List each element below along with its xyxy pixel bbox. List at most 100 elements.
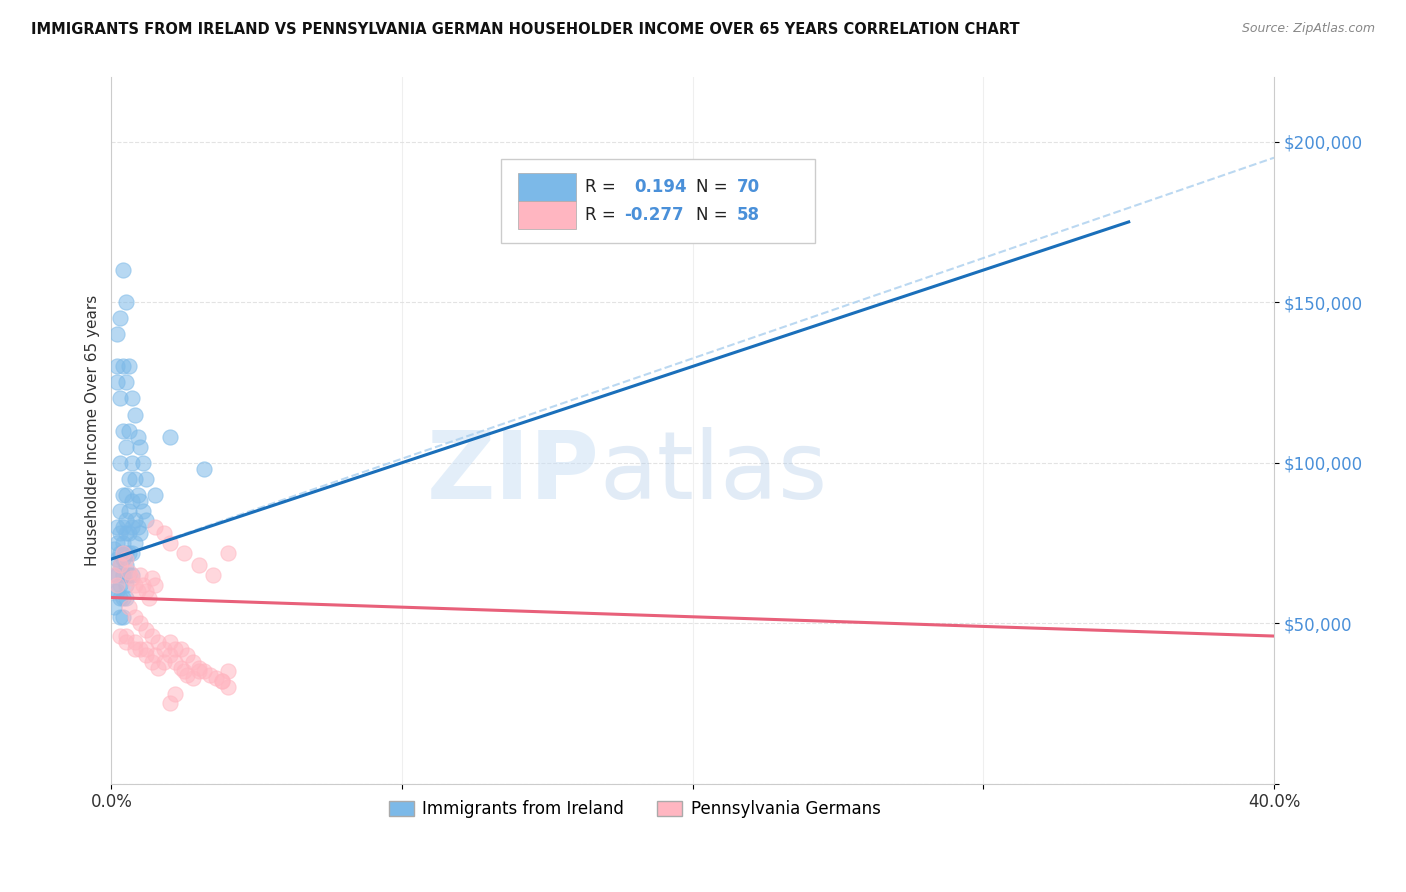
Point <box>129 494 152 508</box>
Point <box>112 488 135 502</box>
Point <box>143 577 166 591</box>
Point <box>121 568 143 582</box>
Point <box>115 545 138 559</box>
Point <box>129 526 152 541</box>
Point <box>165 687 187 701</box>
Point <box>143 520 166 534</box>
Y-axis label: Householder Income Over 65 years: Householder Income Over 65 years <box>86 295 100 566</box>
Point <box>181 671 204 685</box>
Text: Source: ZipAtlas.com: Source: ZipAtlas.com <box>1241 22 1375 36</box>
Point <box>170 641 193 656</box>
Point <box>121 520 143 534</box>
Point <box>132 577 155 591</box>
Point <box>121 456 143 470</box>
Point <box>115 295 138 310</box>
Point <box>159 648 181 663</box>
Point <box>105 536 128 550</box>
Point <box>193 462 215 476</box>
Point <box>135 513 157 527</box>
Point <box>108 629 131 643</box>
Point <box>115 577 138 591</box>
Point <box>105 359 128 374</box>
Text: R =: R = <box>585 206 620 224</box>
Point <box>202 568 225 582</box>
Point <box>124 635 146 649</box>
Text: atlas: atlas <box>600 427 828 519</box>
Point <box>105 584 128 599</box>
Point <box>118 504 141 518</box>
Point <box>217 665 239 679</box>
Point <box>132 504 155 518</box>
Point <box>105 376 128 390</box>
Point <box>132 456 155 470</box>
Point <box>211 673 233 688</box>
Point <box>173 665 195 679</box>
Point <box>143 648 166 663</box>
Point <box>112 609 135 624</box>
Point <box>108 311 131 326</box>
Point <box>176 667 198 681</box>
Point <box>112 568 135 582</box>
Point <box>135 641 157 656</box>
Point <box>170 661 193 675</box>
Point <box>121 571 143 585</box>
Point <box>173 545 195 559</box>
Legend: Immigrants from Ireland, Pennsylvania Germans: Immigrants from Ireland, Pennsylvania Ge… <box>382 794 887 825</box>
Point <box>121 392 143 406</box>
Point <box>146 661 169 675</box>
Point <box>118 565 141 579</box>
Point <box>112 520 135 534</box>
Point <box>141 629 163 643</box>
Point <box>103 568 125 582</box>
Point <box>112 263 135 277</box>
Text: ZIP: ZIP <box>427 427 600 519</box>
Point <box>112 424 135 438</box>
Text: -0.277: -0.277 <box>624 206 683 224</box>
Point <box>143 488 166 502</box>
FancyBboxPatch shape <box>519 201 576 229</box>
Text: 58: 58 <box>737 206 759 224</box>
Point <box>193 665 215 679</box>
Point <box>176 648 198 663</box>
Point <box>118 600 141 615</box>
Point <box>141 571 163 585</box>
Point <box>181 655 204 669</box>
Point <box>146 635 169 649</box>
Point <box>129 641 152 656</box>
Text: R =: R = <box>585 178 626 196</box>
Point <box>129 440 152 454</box>
Point <box>121 545 143 559</box>
Point <box>112 591 135 605</box>
Point <box>115 629 138 643</box>
Text: N =: N = <box>696 206 733 224</box>
Point <box>108 577 131 591</box>
Point <box>118 359 141 374</box>
Point <box>127 584 149 599</box>
Point <box>127 430 149 444</box>
Point <box>121 494 143 508</box>
Point <box>108 456 131 470</box>
Point <box>127 520 149 534</box>
Point <box>105 552 128 566</box>
Point <box>159 536 181 550</box>
Point <box>200 667 222 681</box>
Point <box>217 681 239 695</box>
FancyBboxPatch shape <box>501 159 815 244</box>
Point <box>105 568 128 582</box>
Point <box>103 584 125 599</box>
Point <box>124 609 146 624</box>
Point <box>108 609 131 624</box>
Point <box>115 526 138 541</box>
Point <box>112 536 135 550</box>
Point <box>118 526 141 541</box>
Point <box>124 641 146 656</box>
Point <box>115 552 138 566</box>
Point <box>115 513 138 527</box>
FancyBboxPatch shape <box>519 173 576 201</box>
Point <box>112 359 135 374</box>
Point <box>205 671 228 685</box>
Point <box>187 558 209 573</box>
Point <box>105 327 128 342</box>
Point <box>115 558 138 573</box>
Point <box>124 513 146 527</box>
